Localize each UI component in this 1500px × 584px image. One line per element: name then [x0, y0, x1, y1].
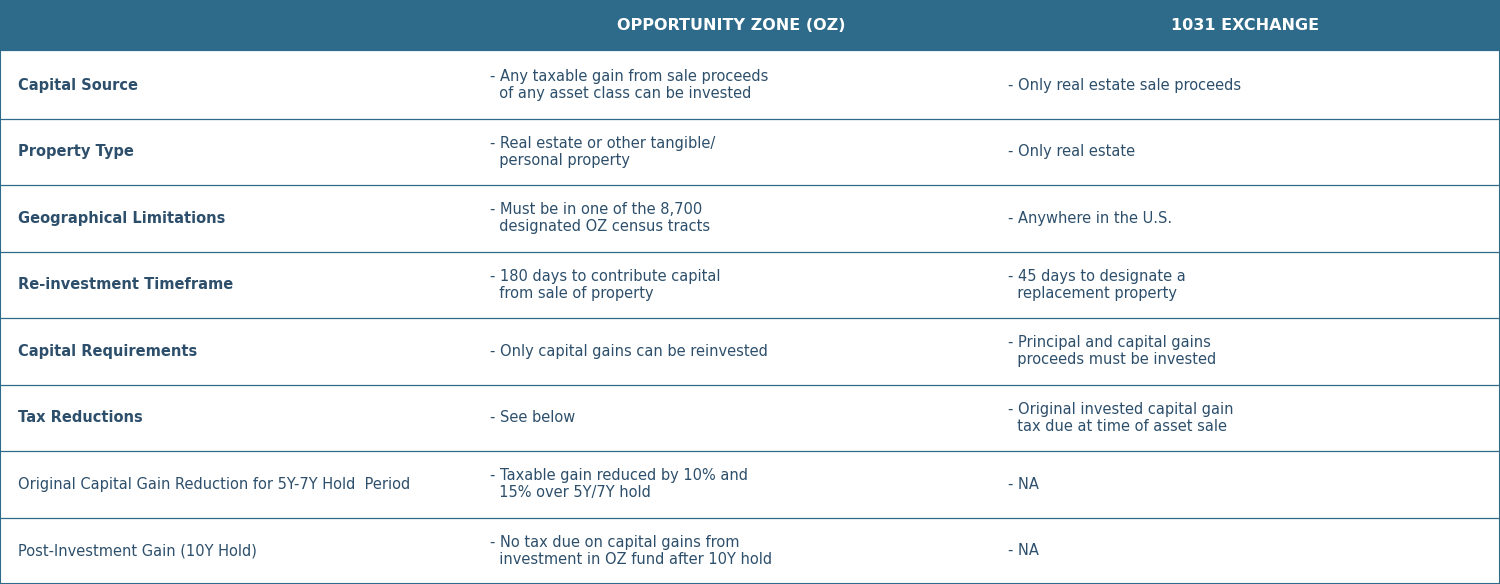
Text: - Must be in one of the 8,700
  designated OZ census tracts: - Must be in one of the 8,700 designated… [490, 202, 711, 234]
Text: Re-investment Timeframe: Re-investment Timeframe [18, 277, 234, 292]
Text: - See below: - See below [490, 410, 576, 425]
Text: 1031 EXCHANGE: 1031 EXCHANGE [1172, 19, 1318, 33]
Text: Capital Source: Capital Source [18, 78, 138, 93]
Text: - Any taxable gain from sale proceeds
  of any asset class can be invested: - Any taxable gain from sale proceeds of… [490, 69, 770, 102]
Text: - 45 days to designate a
  replacement property: - 45 days to designate a replacement pro… [1008, 269, 1185, 301]
Text: - No tax due on capital gains from
  investment in OZ fund after 10Y hold: - No tax due on capital gains from inves… [490, 534, 772, 567]
Text: Property Type: Property Type [18, 144, 134, 159]
Text: - Original invested capital gain
  tax due at time of asset sale: - Original invested capital gain tax due… [1008, 402, 1233, 434]
Text: Capital Requirements: Capital Requirements [18, 344, 198, 359]
Text: Original Capital Gain Reduction for 5Y-7Y Hold  Period: Original Capital Gain Reduction for 5Y-7… [18, 477, 410, 492]
Text: - NA: - NA [1008, 477, 1040, 492]
Text: - Real estate or other tangible/
  personal property: - Real estate or other tangible/ persona… [490, 135, 716, 168]
Text: Tax Reductions: Tax Reductions [18, 410, 142, 425]
Bar [0, 0, 1500, 52]
Text: - NA: - NA [1008, 543, 1040, 558]
Text: Geographical Limitations: Geographical Limitations [18, 211, 225, 226]
Text: - Taxable gain reduced by 10% and
  15% over 5Y/7Y hold: - Taxable gain reduced by 10% and 15% ov… [490, 468, 748, 500]
Text: - Principal and capital gains
  proceeds must be invested: - Principal and capital gains proceeds m… [1008, 335, 1217, 367]
Text: - 180 days to contribute capital
  from sale of property: - 180 days to contribute capital from sa… [490, 269, 722, 301]
Text: OPPORTUNITY ZONE (OZ): OPPORTUNITY ZONE (OZ) [616, 19, 846, 33]
Text: - Only real estate: - Only real estate [1008, 144, 1136, 159]
Text: - Anywhere in the U.S.: - Anywhere in the U.S. [1008, 211, 1172, 226]
Text: Post-Investment Gain (10Y Hold): Post-Investment Gain (10Y Hold) [18, 543, 256, 558]
Text: - Only capital gains can be reinvested: - Only capital gains can be reinvested [490, 344, 768, 359]
Text: - Only real estate sale proceeds: - Only real estate sale proceeds [1008, 78, 1240, 93]
